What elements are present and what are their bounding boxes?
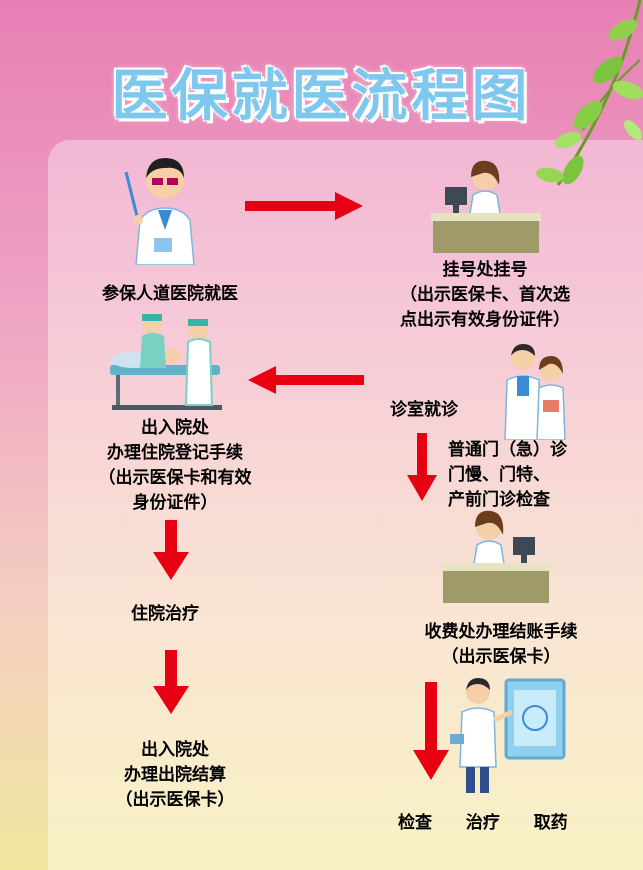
step-final-check: 检查 (398, 813, 432, 833)
step-clinic-types: 普通门（急）诊 门慢、门特、 产前门诊检查 (448, 438, 567, 513)
arrow-down-2 (153, 520, 189, 580)
step-admission-line2: 办理住院登记手续 (107, 443, 243, 463)
step-clinic-types-line2: 门慢、门特、 (448, 465, 550, 485)
step-registration-line3: 点出示有效身份证件） (400, 310, 570, 330)
arrow-down-3 (153, 650, 189, 714)
step-insured-visit: 参保人道医院就医 (102, 284, 238, 304)
step-inpatient-treatment: 住院治疗 (131, 604, 199, 624)
arrow-down-4 (413, 682, 449, 780)
medical-staff-patient-icon (110, 314, 222, 410)
doctor-screen-icon (450, 678, 566, 793)
step-discharge-line3: （出示医保卡） (115, 790, 235, 810)
step-payment-line1: 收费处办理结账手续 (424, 622, 578, 642)
step-admission-line1: 出入院处 (141, 418, 209, 438)
step-registration-line1: 挂号处挂号 (442, 260, 528, 280)
step-clinic-types-line3: 产前门诊检查 (448, 490, 550, 510)
step-discharge-line1: 出入院处 (141, 740, 209, 760)
page-title: 医保就医流程图 (111, 63, 532, 130)
step-discharge: 出入院处 办理出院结算 （出示医保卡） (60, 738, 290, 813)
receptionist-desk-icon (431, 160, 541, 253)
step-payment: 收费处办理结账手续 （出示医保卡） (370, 620, 632, 670)
step-registration: 挂号处挂号 （出示医保卡、首次选 点出示有效身份证件） (350, 258, 620, 333)
step-final-treat: 治疗 (465, 813, 500, 833)
doctor-pointer-icon (124, 158, 195, 265)
step-admission-line4: 身份证件） (132, 493, 218, 513)
doctors-pair-icon (504, 344, 566, 440)
arrow-right (245, 192, 363, 220)
step-registration-line2: （出示医保卡、首次选 (400, 285, 570, 305)
step-admission-line3: （出示医保卡和有效 (98, 468, 252, 488)
step-payment-line2: （出示医保卡） (441, 647, 561, 667)
step-discharge-line2: 办理出院结算 (124, 765, 226, 785)
step-admission: 出入院处 办理住院登记手续 （出示医保卡和有效 身份证件） (60, 416, 290, 516)
cashier-desk-icon (441, 510, 551, 603)
step-final-actions: 检查 治疗 取药 (398, 811, 568, 836)
step-clinic-types-line1: 普通门（急）诊 (448, 440, 567, 460)
leaf-branch-icon (536, 0, 643, 186)
step-consultation: 诊室就诊 (390, 400, 458, 420)
step-final-medicine: 取药 (533, 813, 568, 833)
arrow-down-1 (407, 433, 437, 501)
arrow-left (248, 366, 364, 394)
